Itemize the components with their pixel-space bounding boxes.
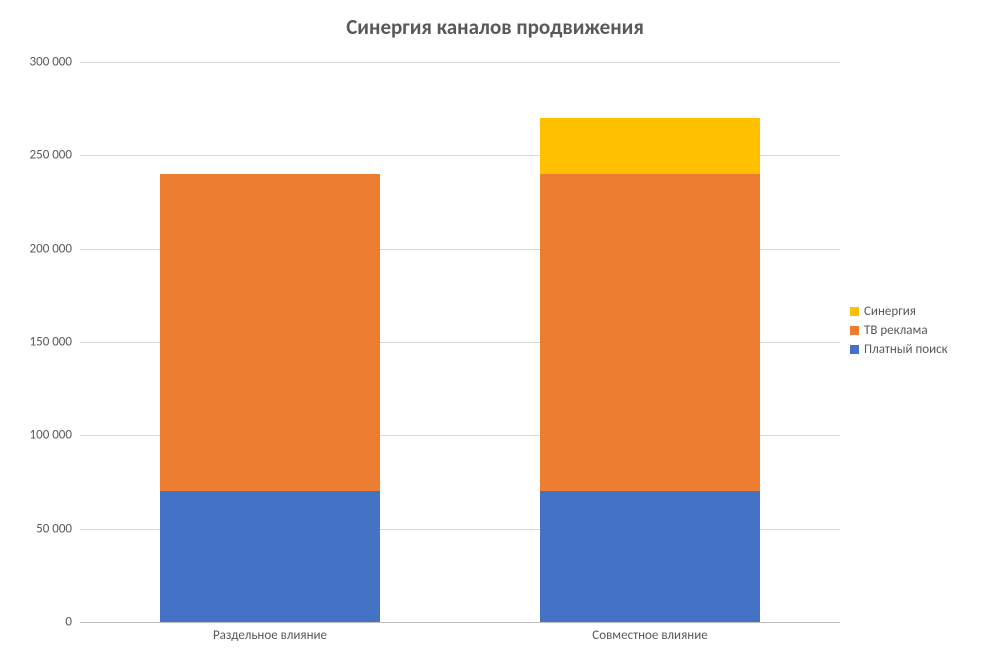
bar-segment: [160, 174, 380, 491]
bar-group: [540, 62, 760, 622]
legend-swatch: [850, 307, 859, 316]
bar-segment: [540, 491, 760, 622]
legend-label: ТВ реклама: [864, 323, 928, 338]
bar-segment: [540, 118, 760, 174]
y-tick-label: 150 000: [30, 335, 72, 350]
bar-group: [160, 62, 380, 622]
y-tick-label: 50 000: [36, 521, 72, 536]
legend-label: Платный поиск: [864, 342, 948, 357]
legend-swatch: [850, 326, 859, 335]
y-tick-label: 300 000: [30, 55, 72, 70]
y-tick-label: 200 000: [30, 241, 72, 256]
chart-container: Синергия каналов продвижения 050 000100 …: [0, 0, 990, 669]
plot-area: 050 000100 000150 000200 000250 000300 0…: [80, 62, 840, 622]
legend-item: Синергия: [850, 304, 948, 319]
x-tick-label: Раздельное влияние: [213, 628, 327, 643]
y-tick-label: 100 000: [30, 428, 72, 443]
bar-segment: [540, 174, 760, 491]
legend: Синергия ТВ реклама Платный поиск: [850, 300, 948, 361]
gridline: [80, 622, 840, 623]
legend-swatch: [850, 345, 859, 354]
y-tick-label: 250 000: [30, 148, 72, 163]
x-tick-label: Совместное влияние: [592, 628, 707, 643]
legend-item: Платный поиск: [850, 342, 948, 357]
legend-item: ТВ реклама: [850, 323, 948, 338]
y-tick-label: 0: [65, 615, 72, 630]
legend-label: Синергия: [864, 304, 916, 319]
chart-title: Синергия каналов продвижения: [0, 14, 990, 40]
bar-segment: [160, 491, 380, 622]
